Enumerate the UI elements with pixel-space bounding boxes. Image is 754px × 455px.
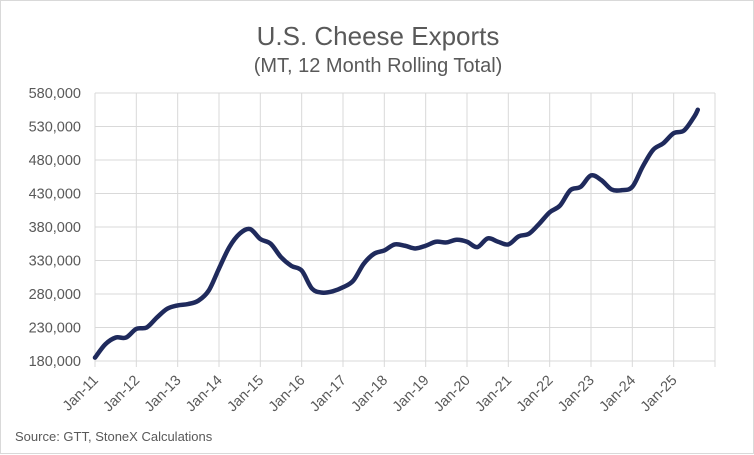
x-tick-label: Jan-24 (596, 373, 639, 416)
x-tick-label: Jan-15 (224, 373, 267, 416)
y-tick-label: 580,000 (29, 86, 81, 102)
x-tick-label: Jan-13 (142, 373, 185, 416)
x-tick-label: Jan-21 (472, 373, 515, 416)
x-tick-label: Jan-19 (390, 373, 433, 416)
y-tick-label: 280,000 (29, 287, 81, 303)
y-tick-label: 430,000 (29, 187, 81, 203)
x-tick-label: Jan-25 (638, 373, 681, 416)
x-tick-label: Jan-23 (555, 373, 598, 416)
source-note: Source: GTT, StoneX Calculations (15, 429, 212, 444)
x-tick-label: Jan-11 (60, 373, 102, 415)
x-tick-label: Jan-22 (514, 373, 557, 416)
x-tick-label: Jan-12 (100, 373, 143, 416)
x-tick-label: Jan-16 (266, 373, 309, 416)
series-line (95, 110, 698, 358)
x-tick-label: Jan-18 (348, 373, 391, 416)
y-tick-label: 330,000 (29, 254, 81, 270)
y-tick-label: 380,000 (29, 220, 81, 236)
x-tick-label: Jan-20 (431, 373, 474, 416)
x-tick-label: Jan-14 (183, 373, 226, 416)
y-tick-label: 180,000 (29, 354, 81, 370)
y-tick-label: 480,000 (29, 153, 81, 169)
x-tick-label: Jan-17 (307, 373, 350, 416)
y-tick-label: 230,000 (29, 321, 81, 337)
y-tick-label: 530,000 (29, 120, 81, 136)
